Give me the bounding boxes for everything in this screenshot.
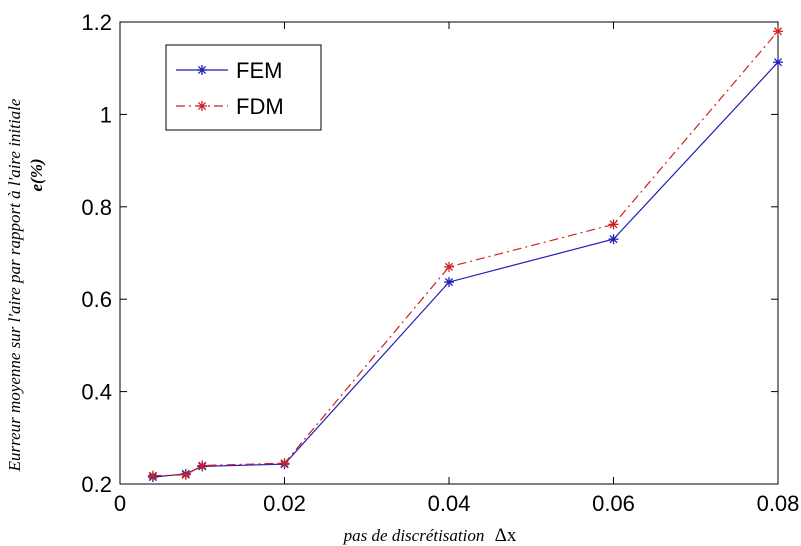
y-tick-label: 1	[100, 102, 112, 127]
marker-stroke	[181, 470, 190, 479]
series-fdm	[147, 26, 783, 481]
marker-stroke	[198, 461, 207, 470]
data-point-fem	[773, 57, 783, 68]
marker-stroke	[609, 220, 618, 229]
y-tick-label: 0.6	[81, 287, 112, 312]
legend-label-fem: FEM	[236, 58, 282, 83]
y-axis-title: Eurreur moyenne sur l'aire par rapport à…	[5, 98, 24, 472]
legend-box	[165, 44, 322, 131]
data-point-fdm	[608, 219, 619, 230]
marker-stroke	[444, 262, 454, 271]
marker-stroke	[444, 278, 454, 287]
tick-labels: 0 0.02 0.04 0.06 0.08 0.2 0.4 0.6 0.8 1 1.2	[81, 10, 799, 516]
marker-stroke	[609, 235, 618, 244]
x-tick-label: 0.08	[757, 491, 800, 516]
x-tick-label: 0.06	[592, 491, 635, 516]
data-point-fdm	[197, 460, 208, 471]
marker-stroke	[773, 58, 783, 67]
y-axis-title-group: Eurreur moyenne sur l'aire par rapport à…	[5, 98, 46, 472]
y-tick-label: 0.4	[81, 380, 112, 405]
x-tick-label: 0.02	[263, 491, 306, 516]
marker-stroke	[148, 471, 157, 480]
data-point-fem	[444, 277, 454, 288]
y-tick-label: 1.2	[81, 10, 112, 35]
series-layer	[147, 26, 783, 483]
legend-label-fdm: FDM	[236, 94, 284, 119]
marker-stroke	[280, 459, 289, 468]
data-point-fdm	[180, 469, 191, 480]
legend-marker-fem	[197, 65, 207, 75]
legend: FEM FDM	[165, 44, 322, 131]
marker-stroke	[197, 101, 207, 111]
y-axis-subtitle: e(%)	[27, 158, 46, 191]
axis-ticks	[119, 21, 779, 485]
data-point-fdm	[147, 470, 158, 481]
x-tick-label: 0.04	[428, 491, 471, 516]
y-tick-label: 0.2	[81, 472, 112, 497]
y-tick-label: 0.8	[81, 195, 112, 220]
marker-stroke	[197, 65, 207, 75]
data-point-fdm	[279, 458, 290, 469]
marker-stroke	[773, 27, 783, 36]
data-point-fem	[608, 234, 619, 245]
x-axis-title: pas de discrétisation Δx	[343, 525, 517, 546]
data-point-fdm	[773, 26, 783, 37]
x-axis-symbol: Δx	[495, 525, 517, 546]
data-point-fdm	[444, 261, 454, 272]
x-axis-label: pas de discrétisation	[343, 526, 485, 545]
x-tick-label: 0	[114, 491, 126, 516]
legend-marker-fdm	[197, 101, 207, 111]
